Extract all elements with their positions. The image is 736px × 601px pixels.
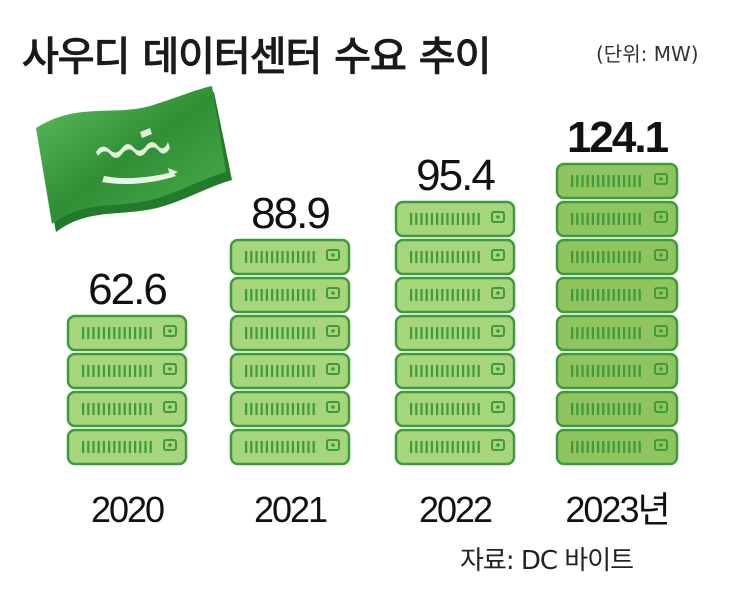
bar-2022 — [394, 200, 516, 466]
server-unit — [229, 428, 351, 466]
server-unit — [555, 238, 679, 276]
unit-label: (단위: MW) — [596, 42, 699, 66]
server-unit — [394, 352, 516, 390]
category-label: 2023년 — [565, 489, 668, 530]
value-label: 88.9 — [251, 189, 329, 238]
flag-script — [96, 128, 170, 158]
server-unit — [394, 238, 516, 276]
bar-2023년 — [555, 162, 679, 466]
server-unit — [394, 390, 516, 428]
server-unit — [394, 428, 516, 466]
server-unit — [66, 314, 188, 352]
chart-title: 사우디 데이터센터 수요 추이 — [22, 34, 491, 80]
value-label: 95.4 — [416, 151, 495, 200]
server-unit — [229, 314, 351, 352]
server-unit — [394, 200, 516, 238]
server-unit — [394, 276, 516, 314]
server-unit — [555, 390, 679, 428]
server-unit — [229, 390, 351, 428]
flag-sword — [102, 172, 176, 184]
server-unit — [555, 276, 679, 314]
value-label: 62.6 — [88, 265, 166, 314]
category-label: 2020 — [91, 489, 164, 530]
source-note: 자료: DC 바이트 — [460, 546, 634, 576]
server-unit — [66, 352, 188, 390]
server-unit — [66, 428, 188, 466]
server-unit — [555, 428, 679, 466]
server-unit — [555, 352, 679, 390]
server-unit — [229, 352, 351, 390]
value-label: 124.1 — [567, 113, 669, 162]
server-unit — [555, 314, 679, 352]
saudi-flag-icon — [36, 86, 232, 232]
bar-2020 — [66, 314, 188, 466]
server-unit — [555, 162, 679, 200]
server-unit — [229, 276, 351, 314]
server-unit — [66, 390, 188, 428]
bar-2021 — [229, 238, 351, 466]
server-unit — [394, 314, 516, 352]
server-unit — [555, 200, 679, 238]
category-label: 2022 — [419, 489, 492, 530]
category-label: 2021 — [254, 489, 327, 530]
server-unit — [229, 238, 351, 276]
